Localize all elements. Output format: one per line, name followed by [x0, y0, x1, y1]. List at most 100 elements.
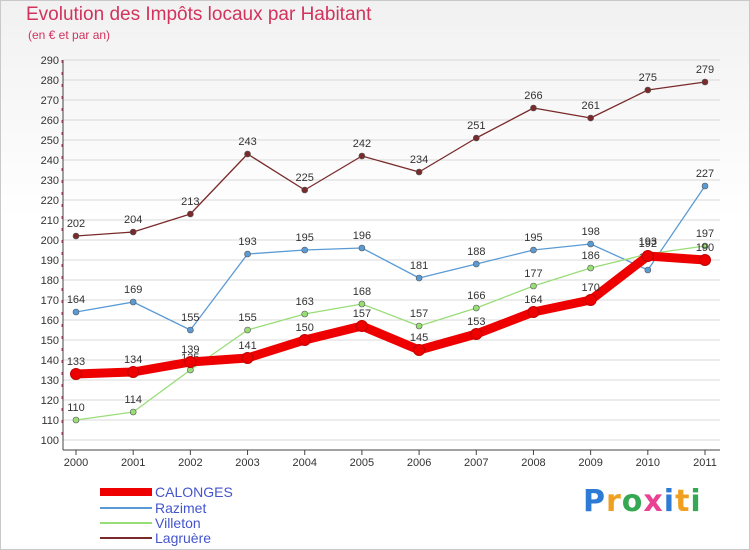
data-point [701, 182, 709, 190]
y-tick-label: 220 [41, 195, 59, 207]
y-tick-label: 270 [41, 95, 59, 107]
data-label: 197 [696, 228, 714, 240]
y-tick-label: 190 [41, 255, 59, 267]
y-tick-label: 240 [41, 155, 59, 167]
data-point [129, 298, 137, 306]
y-tick-label: 260 [41, 115, 59, 127]
y-tick-label: 150 [41, 335, 59, 347]
data-label: 275 [639, 72, 657, 84]
data-point [187, 326, 194, 334]
data-label: 198 [581, 226, 599, 238]
data-point [530, 282, 537, 290]
data-label: 266 [524, 90, 542, 102]
data-label: 242 [353, 138, 371, 150]
data-label: 157 [410, 308, 428, 320]
data-point [244, 326, 251, 334]
data-point [699, 254, 711, 266]
series-line-lagruère [75, 81, 706, 237]
y-tick-label: 200 [41, 235, 59, 247]
data-point [301, 186, 309, 194]
y-tick-label: 130 [41, 375, 59, 387]
x-tick-label: 2007 [464, 457, 488, 469]
logo-letter: o [621, 484, 644, 519]
x-tick-label: 2003 [235, 457, 259, 469]
y-tick-label: 140 [41, 355, 59, 367]
data-label: 157 [353, 308, 371, 320]
x-tick-label: 2000 [64, 457, 88, 469]
y-tick-label: 290 [41, 55, 59, 67]
y-tick-label: 230 [41, 175, 59, 187]
data-label: 141 [238, 340, 256, 352]
data-label: 133 [67, 356, 85, 368]
data-point [415, 168, 423, 176]
data-label: 234 [410, 154, 428, 166]
legend-label: Razimet [155, 500, 206, 516]
data-label: 190 [696, 242, 714, 254]
series-line-villeton [75, 245, 706, 421]
legend-label: Villeton [155, 515, 201, 531]
data-point [358, 152, 366, 160]
x-tick-label: 2011 [693, 457, 717, 469]
data-point [413, 344, 426, 356]
data-label: 164 [524, 294, 542, 306]
logo-letter: i [690, 484, 702, 519]
data-point [530, 246, 537, 254]
data-label: 202 [67, 218, 85, 230]
data-label: 114 [124, 394, 142, 406]
data-point [587, 264, 594, 272]
y-tick-label: 100 [41, 435, 59, 447]
data-point [415, 274, 423, 282]
data-label: 177 [524, 268, 542, 280]
data-point [70, 368, 82, 380]
x-tick-label: 2008 [521, 457, 545, 469]
data-label: 170 [581, 282, 599, 294]
x-tick-label: 2001 [121, 457, 145, 469]
data-point [244, 250, 251, 258]
y-tick-label: 160 [41, 315, 59, 327]
data-point [129, 408, 137, 416]
data-label: 192 [639, 238, 657, 250]
data-point [127, 366, 140, 378]
y-tick-label: 110 [41, 415, 59, 427]
data-label: 279 [696, 64, 714, 76]
data-label: 145 [410, 332, 428, 344]
data-label: 204 [124, 214, 142, 226]
x-tick-label: 2006 [407, 457, 431, 469]
data-label: 181 [410, 260, 428, 272]
data-label: 213 [181, 196, 199, 208]
y-tick-label: 170 [41, 295, 59, 307]
data-point [72, 308, 80, 316]
data-label: 139 [181, 344, 199, 356]
data-point [644, 86, 652, 94]
data-label: 166 [467, 290, 485, 302]
data-label: 196 [353, 230, 371, 242]
x-tick-label: 2009 [578, 457, 602, 469]
series-line-calonges [75, 251, 706, 379]
data-point [641, 250, 654, 262]
data-label: 169 [124, 284, 142, 296]
data-point [129, 228, 137, 236]
chart-subtitle: (en € et par an) [28, 28, 111, 42]
data-point [184, 356, 197, 368]
data-point [358, 300, 366, 308]
logo-letter: t [675, 484, 691, 519]
data-label: 186 [581, 250, 599, 262]
data-point [472, 260, 480, 268]
data-point [72, 416, 80, 424]
data-point [701, 242, 709, 250]
data-label: 225 [296, 172, 314, 184]
x-tick-label: 2005 [350, 457, 374, 469]
series-line-razimet [75, 185, 706, 331]
data-point [644, 266, 652, 274]
data-point [298, 334, 311, 346]
data-label: 243 [238, 136, 256, 148]
data-label: 155 [181, 312, 199, 324]
logo-letter: P [583, 484, 606, 519]
data-point [301, 310, 309, 318]
data-point [470, 328, 483, 340]
logo-letter: x [643, 484, 664, 519]
y-tick-label: 280 [41, 75, 59, 87]
data-point [584, 294, 597, 306]
logo-letter: r [606, 484, 622, 519]
